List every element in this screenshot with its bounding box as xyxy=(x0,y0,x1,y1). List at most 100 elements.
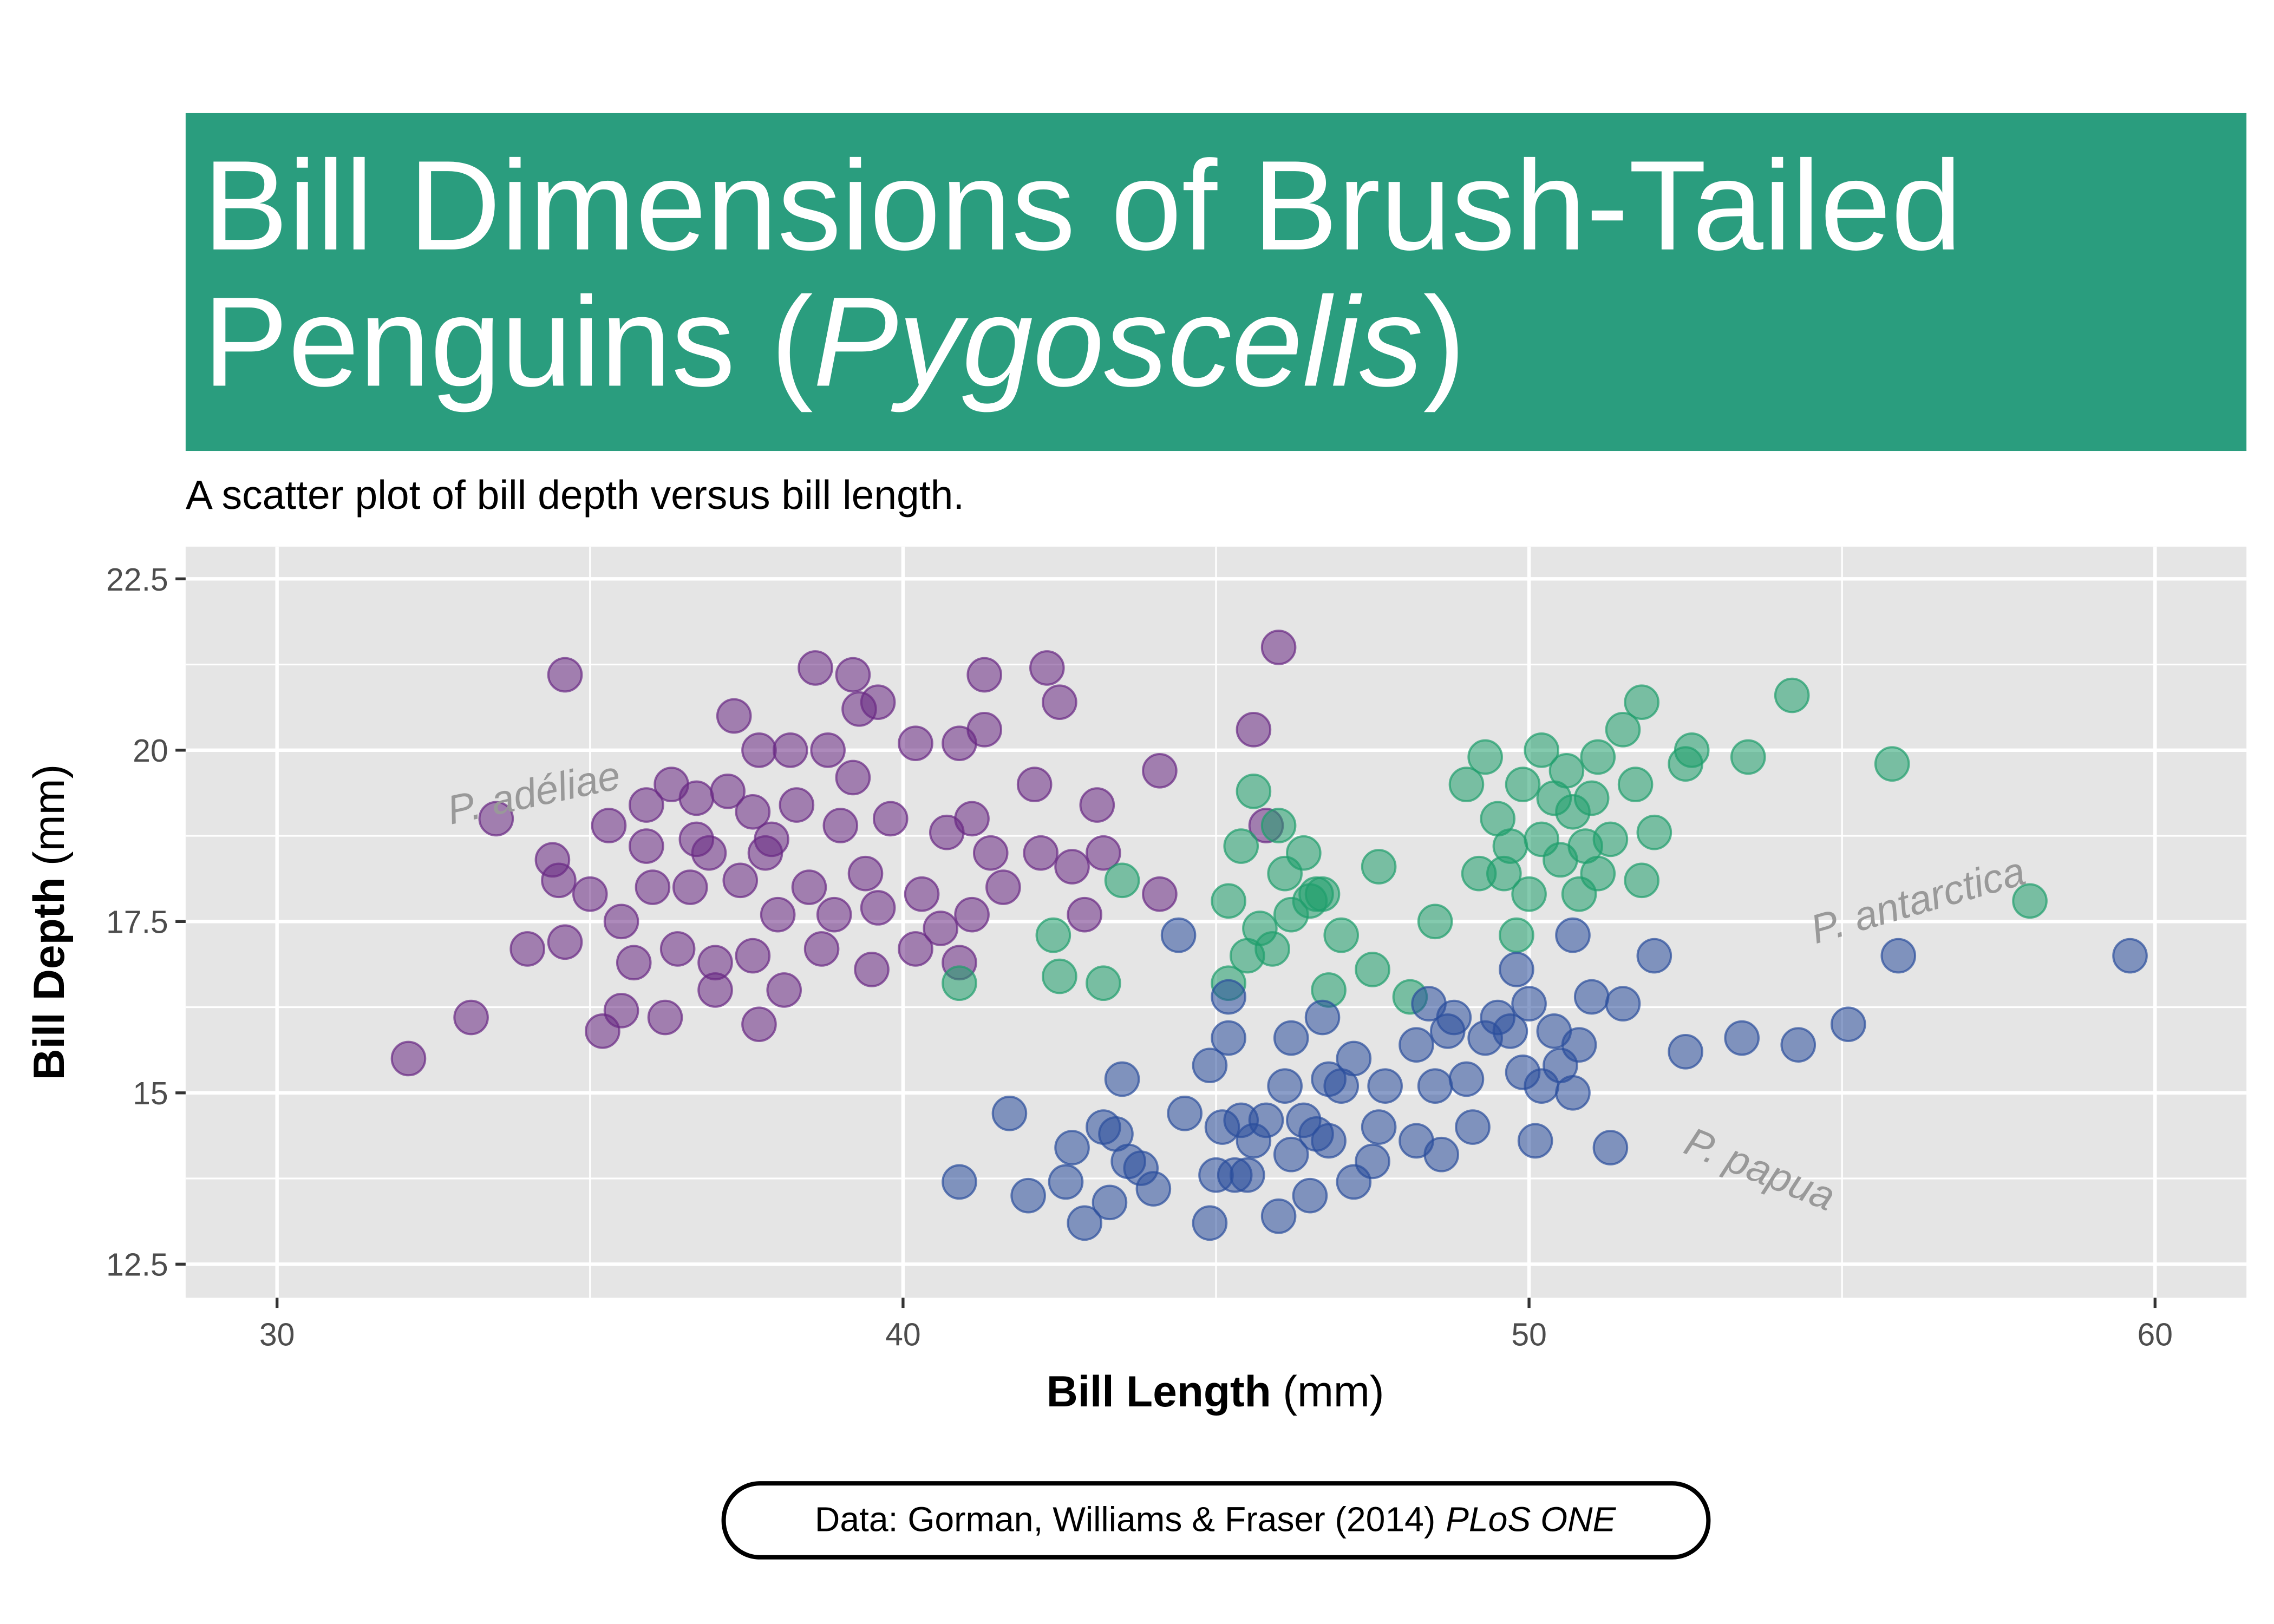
title-italic: Pygoscelis xyxy=(813,271,1423,413)
data-point xyxy=(1417,903,1453,940)
data-point xyxy=(603,993,639,1029)
title-background xyxy=(185,113,2247,451)
data-point xyxy=(1499,917,1534,953)
title-text: ) xyxy=(1423,271,1466,413)
data-point xyxy=(1617,767,1654,802)
data-point xyxy=(2112,938,2148,974)
x-axis-label: Bill Length (mm) xyxy=(1047,1367,1384,1416)
data-point xyxy=(835,657,871,693)
y-tick-label: 22.5 xyxy=(106,562,168,598)
data-point xyxy=(1254,931,1290,967)
data-point xyxy=(1499,952,1534,987)
y-tick-label: 17.5 xyxy=(106,905,168,940)
data-point xyxy=(1010,1177,1046,1214)
data-point xyxy=(1079,787,1115,823)
data-point xyxy=(547,924,583,960)
data-point xyxy=(741,1006,777,1043)
data-point xyxy=(1023,835,1059,871)
data-point xyxy=(1229,1157,1265,1193)
data-point xyxy=(1260,808,1297,843)
data-point xyxy=(803,931,840,967)
data-point xyxy=(1260,1198,1297,1234)
data-point xyxy=(1311,1123,1347,1159)
data-point xyxy=(478,801,514,837)
y-axis-label: Bill Depth (mm) xyxy=(25,764,74,1081)
data-point xyxy=(1267,1068,1303,1104)
data-point xyxy=(1361,1109,1397,1145)
y-label-bold: Bill Depth xyxy=(25,878,74,1081)
data-point xyxy=(1211,883,1246,919)
data-point xyxy=(1674,732,1710,768)
data-point xyxy=(1361,849,1397,885)
x-tick-label: 40 xyxy=(885,1318,921,1353)
data-point xyxy=(1192,1205,1228,1241)
points xyxy=(390,630,2148,1241)
y-tick-label: 20 xyxy=(133,734,168,769)
data-point xyxy=(509,931,545,967)
data-point xyxy=(1273,1020,1309,1056)
data-point xyxy=(1605,712,1641,748)
data-point xyxy=(872,801,909,837)
data-point xyxy=(1355,1143,1390,1180)
data-point xyxy=(1492,828,1528,864)
data-point xyxy=(1730,739,1766,775)
data-point xyxy=(904,876,940,912)
y-label-unit: (mm) xyxy=(25,764,74,866)
data-point xyxy=(1067,1205,1102,1241)
data-point xyxy=(991,1095,1028,1131)
data-point xyxy=(860,890,896,926)
data-point xyxy=(1548,752,1585,789)
data-point xyxy=(898,725,933,761)
data-point xyxy=(898,931,933,967)
data-point xyxy=(547,657,583,693)
data-point xyxy=(847,855,884,892)
data-point xyxy=(779,787,815,823)
data-point xyxy=(591,808,627,843)
data-point xyxy=(1248,1102,1284,1138)
data-point xyxy=(791,869,827,905)
data-point xyxy=(1286,835,1322,871)
caption-italic: PLoS ONE xyxy=(1446,1500,1616,1539)
data-point xyxy=(1211,1020,1246,1056)
data-point xyxy=(1104,1061,1140,1097)
data-point xyxy=(1448,1061,1485,1097)
data-point xyxy=(1092,1184,1128,1221)
data-point xyxy=(603,903,639,940)
data-point xyxy=(1467,739,1503,775)
data-point xyxy=(1580,739,1616,775)
data-point xyxy=(735,794,771,830)
data-point xyxy=(942,965,977,1001)
data-point xyxy=(1367,1068,1403,1104)
data-point xyxy=(1323,917,1360,953)
data-point xyxy=(1035,917,1071,953)
data-point xyxy=(1211,979,1246,1015)
caption-text: Data: Gorman, Williams & Fraser (2014) xyxy=(815,1500,1435,1539)
caption-box xyxy=(721,1481,1711,1560)
data-point xyxy=(1636,814,1672,850)
data-point xyxy=(616,945,652,981)
data-point xyxy=(629,828,664,864)
data-point xyxy=(1724,1020,1760,1056)
data-point xyxy=(1580,855,1616,892)
data-point xyxy=(1042,958,1077,994)
data-point xyxy=(1830,1006,1866,1043)
data-point xyxy=(954,896,990,933)
data-point xyxy=(1517,1123,1553,1159)
data-point xyxy=(1605,986,1641,1022)
data-point xyxy=(1236,712,1272,748)
x-label-unit: (mm) xyxy=(1283,1367,1384,1416)
data-point xyxy=(835,759,871,796)
data-point xyxy=(1104,862,1140,899)
data-point xyxy=(1780,1027,1816,1063)
data-point xyxy=(798,650,833,686)
data-point xyxy=(1561,1027,1597,1063)
data-point xyxy=(1448,767,1485,802)
data-point xyxy=(390,1040,427,1077)
data-point xyxy=(1511,986,1547,1022)
data-point xyxy=(453,999,489,1036)
data-point xyxy=(735,938,771,974)
data-point xyxy=(1555,1075,1591,1111)
data-point xyxy=(816,896,852,933)
title-text: Penguins ( xyxy=(203,271,813,413)
